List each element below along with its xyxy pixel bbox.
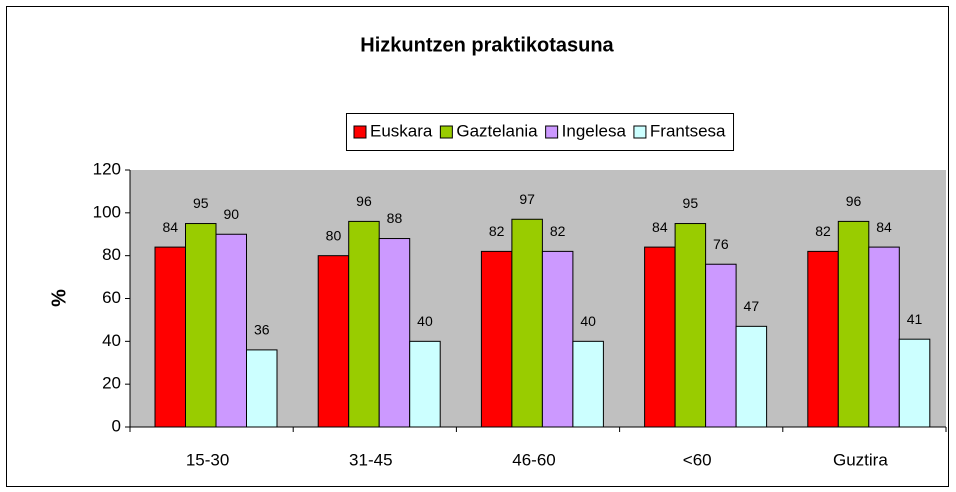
data-label: 82	[489, 223, 505, 239]
data-label: 41	[907, 311, 923, 327]
bar	[378, 238, 411, 428]
y-axis-label: %	[48, 289, 70, 307]
bar	[409, 340, 441, 428]
bar	[868, 246, 900, 428]
bar	[511, 218, 543, 428]
legend-swatch	[353, 125, 367, 139]
bar	[644, 246, 676, 428]
legend-label: Euskara	[370, 121, 433, 140]
data-label: 80	[326, 227, 342, 243]
y-tick-label: 120	[93, 159, 121, 178]
legend-box	[345, 113, 735, 151]
y-tick-label: 0	[112, 416, 121, 435]
legend-label: Ingelesa	[562, 121, 627, 140]
legend-label: Gaztelania	[456, 121, 538, 140]
data-label: 84	[652, 219, 668, 235]
data-label: 84	[162, 219, 178, 235]
x-tick-label: Guztira	[833, 450, 888, 469]
x-tick-label: 15-30	[186, 450, 229, 469]
chart-title: Hizkuntzen praktikotasuna	[360, 34, 614, 56]
data-label: 47	[744, 298, 760, 314]
legend-swatch	[439, 125, 453, 139]
x-tick-label: 46-60	[512, 450, 555, 469]
x-tick-label: 31-45	[349, 450, 392, 469]
y-tick-label: 60	[102, 288, 121, 307]
data-label: 84	[876, 219, 892, 235]
bar	[317, 255, 350, 428]
bar	[541, 250, 574, 428]
data-label: 36	[254, 322, 270, 338]
bar	[572, 340, 604, 428]
data-label: 88	[387, 210, 403, 226]
bar	[898, 338, 931, 428]
x-tick-label: <60	[683, 450, 712, 469]
data-label: 40	[417, 313, 433, 329]
bar	[735, 325, 768, 428]
data-label: 95	[683, 195, 699, 211]
legend-swatch	[545, 125, 559, 139]
legend: Euskara Gaztelania Ingelesa Frantsesa	[345, 113, 735, 151]
bar	[807, 250, 839, 428]
data-label: 96	[356, 193, 372, 209]
y-tick-label: 40	[102, 331, 121, 350]
data-label: 82	[815, 223, 831, 239]
y-tick-label: 20	[102, 374, 121, 393]
bar	[674, 223, 707, 428]
bar	[837, 220, 870, 428]
data-label: 95	[193, 195, 209, 211]
data-label: 40	[580, 313, 596, 329]
bar	[246, 349, 278, 428]
data-label: 96	[846, 193, 862, 209]
bar	[480, 250, 513, 428]
legend-label: Frantsesa	[650, 121, 726, 140]
bar	[215, 233, 247, 428]
legend-swatch	[633, 125, 647, 139]
data-label: 90	[223, 206, 239, 222]
bar	[185, 223, 217, 428]
bar	[154, 246, 186, 428]
bar	[705, 263, 737, 428]
bar	[348, 220, 380, 428]
data-label: 82	[550, 223, 566, 239]
data-label: 97	[519, 191, 535, 207]
y-tick-label: 100	[93, 202, 121, 221]
y-tick-label: 80	[102, 245, 121, 264]
data-label: 76	[713, 236, 729, 252]
